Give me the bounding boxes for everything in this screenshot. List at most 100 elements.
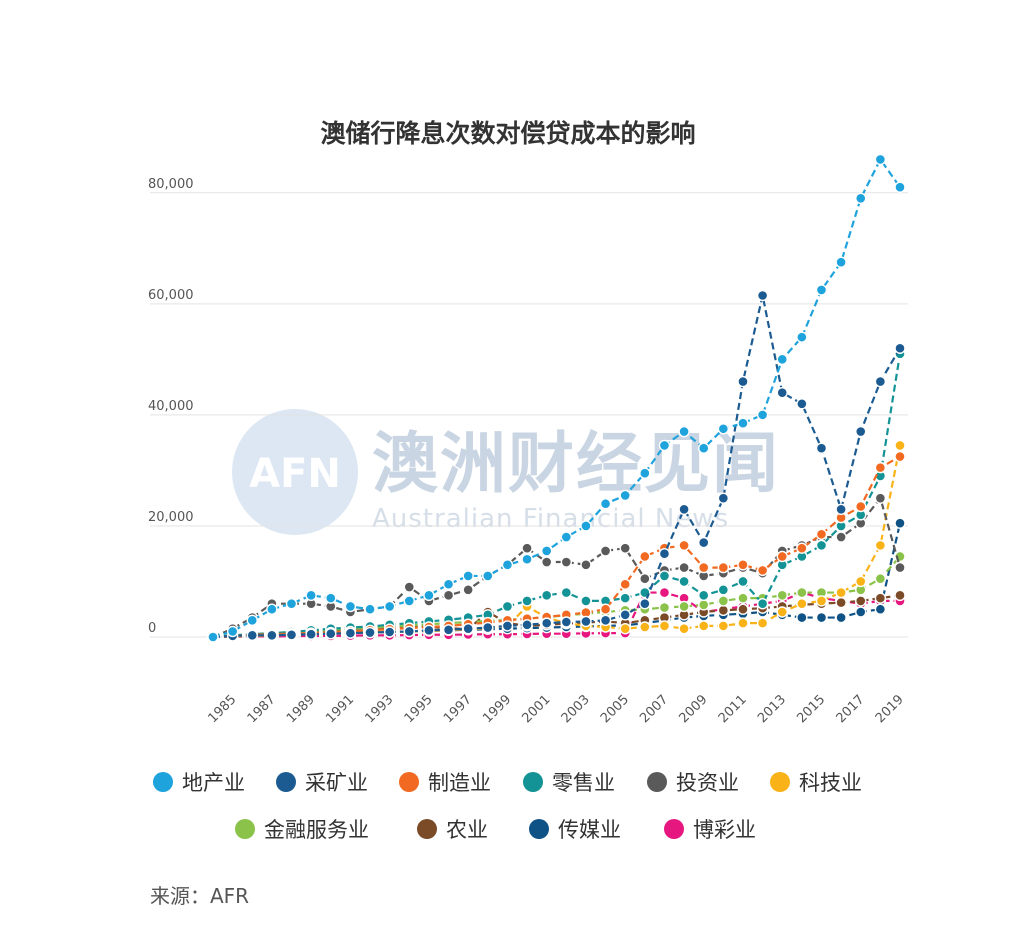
data-point (383, 626, 396, 638)
legend-label: 农业 (446, 818, 488, 842)
legend-marker (529, 819, 549, 839)
data-point (678, 622, 690, 635)
data-point (639, 621, 651, 633)
data-point (521, 553, 533, 565)
data-point (698, 589, 710, 602)
x-tick-label: 1995 (402, 692, 436, 726)
data-point (658, 439, 671, 452)
data-point (501, 600, 514, 613)
data-point (501, 559, 514, 571)
legend-label: 采矿业 (305, 771, 368, 795)
data-point (737, 375, 749, 388)
data-point (678, 575, 690, 588)
data-point (364, 626, 376, 639)
data-point (482, 621, 494, 634)
data-point (521, 542, 533, 554)
x-tick-label: 2007 (637, 692, 671, 726)
data-point (423, 624, 435, 637)
data-point (815, 611, 828, 624)
data-point (855, 500, 867, 513)
legend-label: 投资业 (676, 771, 739, 795)
data-point (560, 616, 573, 628)
data-point (658, 570, 671, 582)
data-point (737, 592, 749, 604)
data-point (580, 595, 592, 607)
data-point (305, 628, 317, 640)
x-tick-label: 2019 (873, 692, 907, 726)
watermark-subtitle: Australian Financial News (372, 504, 729, 534)
data-point (894, 517, 906, 529)
legend-item: 农业 (417, 818, 488, 842)
data-point (717, 604, 730, 617)
data-point (855, 606, 867, 618)
data-point (639, 597, 651, 610)
x-tick-label: 2009 (677, 692, 711, 726)
legend-item: 采矿业 (276, 771, 368, 795)
data-point (815, 528, 828, 540)
data-point (874, 461, 887, 474)
data-point (874, 539, 887, 552)
data-point (521, 595, 533, 607)
x-tick-label: 2015 (794, 692, 828, 726)
series-line (212, 157, 901, 639)
data-point (599, 498, 612, 510)
data-point (285, 597, 298, 610)
legend-item: 传媒业 (529, 818, 621, 842)
data-point (737, 603, 749, 615)
data-point (305, 589, 317, 602)
data-point (540, 545, 553, 557)
data-point (599, 614, 612, 627)
data-point (776, 550, 788, 563)
watermark-logo-text: AFN (249, 451, 341, 497)
data-point (540, 589, 553, 602)
x-tick-label: 1987 (245, 692, 279, 726)
data-point (678, 600, 690, 613)
data-point (266, 629, 278, 642)
legend-item: 投资业 (647, 771, 739, 795)
data-point (678, 503, 690, 515)
legend-marker (417, 819, 437, 839)
data-point (658, 601, 671, 614)
data-point (403, 595, 415, 607)
chart-title: 澳储行降息次数对偿贷成本的影响 (320, 119, 695, 148)
x-axis-ticks: 1985 1987 1989 1991 1993 1995 1997 1999 2001 2003… (205, 692, 906, 726)
data-point (717, 584, 730, 596)
data-point (756, 409, 769, 421)
data-point (815, 595, 828, 607)
x-tick-label: 1991 (323, 692, 357, 726)
data-point (737, 617, 749, 629)
y-tick-label: 40,000 (148, 399, 194, 414)
data-point (855, 595, 867, 607)
data-point (796, 398, 808, 410)
data-point (325, 627, 337, 640)
data-point (403, 625, 415, 638)
legend-marker (276, 772, 296, 792)
data-point (619, 622, 631, 635)
legend-label: 博彩业 (693, 818, 756, 842)
data-point (855, 192, 867, 205)
x-tick-label: 2011 (716, 692, 750, 726)
data-point (325, 592, 337, 604)
legend-marker (235, 819, 255, 839)
data-point (776, 606, 788, 618)
data-point (560, 531, 573, 543)
data-point (874, 375, 887, 388)
data-point (894, 439, 906, 452)
source-label: 来源：AFR (150, 884, 249, 908)
legend-item: 制造业 (399, 771, 491, 795)
data-point (442, 589, 455, 602)
data-point (580, 559, 592, 571)
data-point (207, 631, 219, 643)
data-point (285, 629, 298, 641)
data-point (756, 617, 769, 629)
data-point (619, 578, 631, 590)
legend-label: 制造业 (428, 771, 491, 795)
x-tick-label: 2013 (755, 692, 789, 726)
legend-marker (523, 772, 543, 792)
data-point (639, 467, 651, 479)
data-point (639, 550, 651, 563)
legend-label: 地产业 (182, 771, 245, 795)
data-point (874, 492, 887, 504)
x-tick-label: 2003 (559, 692, 593, 726)
